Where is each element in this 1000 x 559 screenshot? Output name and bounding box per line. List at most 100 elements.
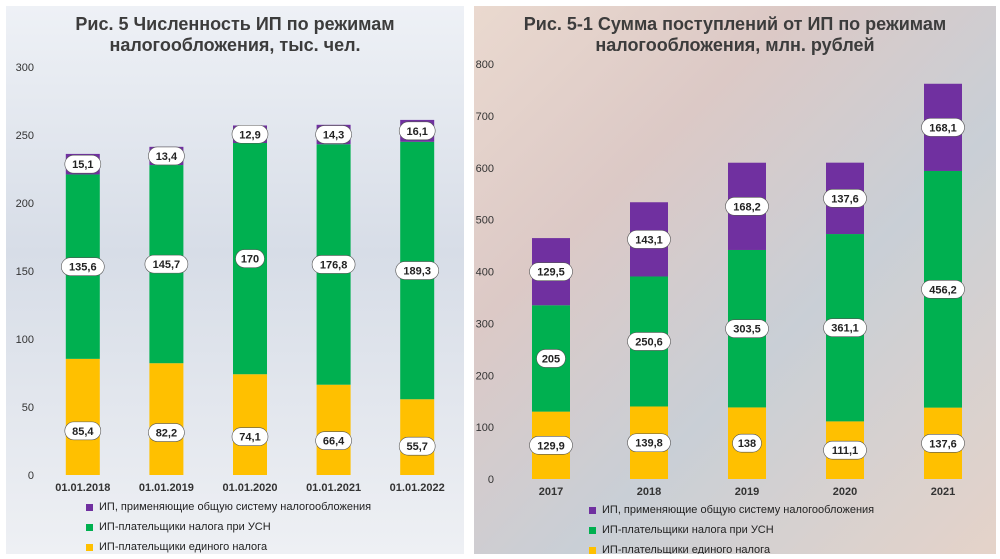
data-label-bg bbox=[315, 125, 352, 144]
data-label-bg bbox=[311, 255, 356, 274]
x-tick-label: 2020 bbox=[833, 486, 857, 498]
data-label: 82,2 bbox=[156, 428, 177, 440]
data-label-bg bbox=[395, 261, 440, 280]
data-label-bg bbox=[921, 118, 965, 137]
x-tick-label: 01.01.2019 bbox=[139, 482, 194, 494]
x-tick-label: 2017 bbox=[539, 486, 563, 498]
chart-title-line: налогообложения, млн. рублей bbox=[595, 35, 875, 55]
legend-swatch-obshaya bbox=[86, 503, 93, 511]
legend-swatch-edinyi bbox=[86, 543, 93, 551]
data-label-bg bbox=[725, 197, 769, 216]
legend-item-obshaya: ИП, применяющие общую систему налогообло… bbox=[589, 500, 874, 520]
y-tick-label: 0 bbox=[28, 470, 34, 482]
x-tick-label: 2019 bbox=[735, 486, 759, 498]
chart-legend: ИП, применяющие общую систему налогообло… bbox=[86, 497, 371, 554]
data-label-bg bbox=[64, 421, 102, 441]
data-label: 12,9 bbox=[239, 129, 260, 141]
data-label: 303,5 bbox=[733, 324, 761, 336]
data-label-bg bbox=[921, 279, 965, 299]
data-label: 139,8 bbox=[635, 438, 663, 450]
legend-label: ИП-плательщики налога при УСН bbox=[99, 521, 271, 533]
chart-title-line: налогообложения, тыс. чел. bbox=[109, 35, 361, 55]
data-label-bg bbox=[231, 427, 269, 447]
legend-label: ИП, применяющие общую систему налогообло… bbox=[99, 501, 372, 513]
x-tick-label: 2018 bbox=[637, 486, 661, 498]
data-label-bg bbox=[529, 262, 573, 281]
data-label: 15,1 bbox=[72, 159, 93, 171]
data-label: 74,1 bbox=[239, 432, 260, 444]
data-label: 205 bbox=[542, 353, 560, 365]
legend-label: ИП-плательщики налога при УСН bbox=[602, 524, 774, 536]
data-label: 189,3 bbox=[403, 266, 431, 278]
data-label: 135,6 bbox=[69, 262, 97, 274]
legend-item-edinyi: ИП-плательщики единого налога bbox=[86, 537, 371, 554]
y-tick-label: 50 bbox=[22, 402, 34, 414]
data-label: 168,1 bbox=[929, 122, 957, 134]
y-tick-label: 800 bbox=[476, 59, 494, 71]
legend-item-usn: ИП-плательщики налога при УСН bbox=[86, 517, 371, 537]
data-label-bg bbox=[536, 349, 566, 368]
y-tick-label: 700 bbox=[476, 111, 494, 123]
data-label-bg bbox=[398, 436, 436, 456]
data-label: 145,7 bbox=[153, 259, 181, 271]
bar-segment bbox=[65, 358, 100, 475]
data-label: 137,6 bbox=[831, 193, 859, 205]
bar-segment bbox=[149, 363, 184, 475]
data-label: 456,2 bbox=[929, 284, 957, 296]
data-label-bg bbox=[725, 319, 769, 338]
data-label-bg bbox=[148, 423, 185, 442]
data-label: 14,3 bbox=[323, 130, 344, 142]
y-tick-label: 150 bbox=[16, 266, 34, 278]
data-label: 137,6 bbox=[929, 438, 957, 450]
data-label-bg bbox=[823, 440, 867, 460]
data-label-bg bbox=[732, 433, 762, 453]
data-label: 13,4 bbox=[156, 151, 178, 163]
data-label-bg bbox=[398, 121, 436, 141]
legend-swatch-usn bbox=[589, 526, 596, 534]
data-label: 176,8 bbox=[320, 259, 348, 271]
chart-title-line: Рис. 5 Численность ИП по режимам bbox=[75, 14, 395, 34]
chart-panel-revenue: Рис. 5-1 Сумма поступлений от ИП по режи… bbox=[474, 6, 996, 554]
y-tick-label: 300 bbox=[16, 62, 34, 74]
data-label-bg bbox=[627, 230, 671, 249]
data-label: 250,6 bbox=[635, 336, 663, 348]
data-label-bg bbox=[921, 434, 965, 453]
y-tick-label: 250 bbox=[16, 130, 34, 142]
data-label: 66,4 bbox=[323, 436, 345, 448]
bar-segment bbox=[233, 374, 267, 475]
x-tick-label: 01.01.2020 bbox=[222, 482, 277, 494]
data-label: 143,1 bbox=[635, 234, 663, 246]
legend-label: ИП, применяющие общую систему налогообло… bbox=[602, 504, 875, 516]
chart-title-line: Рис. 5-1 Сумма поступлений от ИП по режи… bbox=[523, 14, 947, 34]
data-label-bg bbox=[627, 332, 671, 351]
data-label-bg bbox=[64, 154, 102, 174]
data-label: 129,5 bbox=[537, 267, 565, 279]
y-tick-label: 300 bbox=[476, 318, 494, 330]
data-label: 111,1 bbox=[832, 445, 858, 457]
x-tick-label: 2021 bbox=[931, 486, 955, 498]
chart-title: Рис. 5-1 Сумма поступлений от ИП по режи… bbox=[474, 14, 996, 56]
stacked-bar-chart: 0 50 100 150 200 250 300 85,4 135,6 15,1 01.01.201… bbox=[16, 62, 445, 494]
data-label: 85,4 bbox=[72, 426, 94, 438]
data-label: 55,7 bbox=[406, 441, 427, 453]
data-label: 129,9 bbox=[537, 440, 565, 452]
data-label: 16,1 bbox=[406, 126, 427, 138]
legend-item-edinyi: ИП-плательщики единого налога bbox=[589, 540, 874, 554]
data-label-bg bbox=[315, 431, 352, 450]
x-tick-label: 01.01.2022 bbox=[390, 482, 445, 494]
data-label-bg bbox=[144, 254, 189, 274]
y-tick-label: 200 bbox=[16, 198, 34, 210]
data-label-bg bbox=[231, 124, 269, 144]
y-tick-label: 100 bbox=[16, 334, 34, 346]
y-tick-label: 400 bbox=[476, 267, 494, 279]
data-label-bg bbox=[529, 436, 573, 455]
legend-item-obshaya: ИП, применяющие общую систему налогообло… bbox=[86, 497, 371, 517]
legend-label: ИП-плательщики единого налога bbox=[99, 541, 268, 553]
y-tick-label: 200 bbox=[476, 370, 494, 382]
x-tick-label: 01.01.2018 bbox=[55, 482, 110, 494]
legend-label: ИП-плательщики единого налога bbox=[602, 544, 771, 554]
data-label-bg bbox=[823, 189, 867, 208]
data-label: 138 bbox=[738, 438, 756, 450]
chart-legend: ИП, применяющие общую систему налогообло… bbox=[589, 500, 874, 554]
y-tick-label: 0 bbox=[488, 474, 494, 486]
